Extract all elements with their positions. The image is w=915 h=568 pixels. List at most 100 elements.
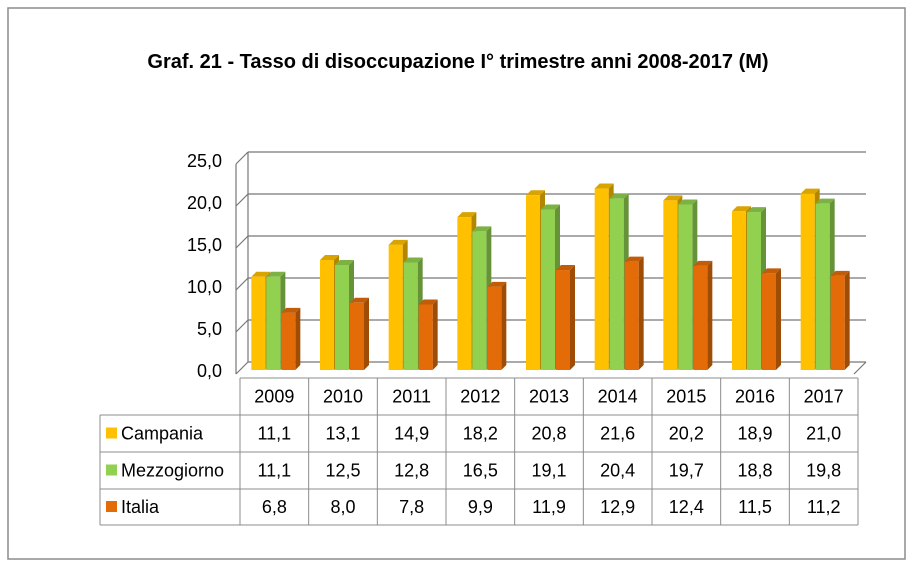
bar [281, 307, 301, 370]
bar-top [732, 206, 751, 212]
bar [624, 256, 644, 370]
y-tick-label: 10,0 [187, 277, 222, 297]
bar-side [707, 260, 713, 370]
table-value: 18,8 [737, 460, 772, 480]
table-value: 14,9 [394, 423, 429, 443]
y-tick-label: 20,0 [187, 193, 222, 213]
table-value: 20,8 [531, 423, 566, 443]
grid-line-side [235, 277, 249, 291]
table-value: 11,9 [532, 497, 566, 517]
table-value: 19,8 [806, 460, 841, 480]
bar-top [556, 265, 575, 271]
grid-line-side [235, 319, 249, 333]
legend-label: Mezzogiorno [121, 460, 224, 480]
bar-front [541, 209, 555, 370]
bar [350, 297, 369, 370]
bar-top [472, 226, 492, 232]
x-tick-label: 2010 [323, 386, 363, 406]
legend-marker [106, 427, 117, 439]
x-tick-label: 2009 [254, 386, 294, 406]
table-value: 19,1 [531, 460, 566, 480]
bar-top [335, 260, 354, 265]
bar-front [815, 203, 830, 370]
x-tick-label: 2012 [460, 386, 500, 406]
table-value: 11,1 [257, 423, 291, 443]
bar-front [487, 286, 502, 370]
bar-top [251, 271, 271, 277]
table-value: 21,0 [806, 423, 841, 443]
table-value: 9,9 [468, 497, 493, 517]
bar-front [388, 244, 403, 370]
bar-front [732, 211, 746, 370]
bar-top [457, 212, 477, 218]
bar-front [663, 200, 678, 370]
bar-side [432, 299, 438, 370]
bar-front [594, 188, 609, 370]
x-tick-label: 2016 [735, 386, 775, 406]
table-value: 12,5 [325, 460, 360, 480]
bar-top [388, 239, 408, 245]
bar-front [335, 265, 349, 370]
legend-label: Italia [121, 497, 160, 517]
table-value: 11,1 [257, 460, 291, 480]
bar-front [678, 204, 693, 370]
table-value: 11,2 [807, 497, 841, 517]
bar-front [762, 273, 776, 370]
bar-top [266, 271, 286, 277]
bar-front [266, 276, 281, 370]
bar-front [403, 262, 418, 370]
bar-top [594, 183, 614, 189]
table-value: 18,2 [463, 423, 498, 443]
table-value: 16,5 [463, 460, 498, 480]
table-value: 7,8 [399, 497, 424, 517]
bar-top [350, 297, 369, 303]
table-value: 12,4 [669, 497, 704, 517]
table-value: 8,0 [330, 497, 355, 517]
y-tick-label: 15,0 [187, 235, 222, 255]
bar-top [624, 256, 644, 262]
bar-side [844, 270, 850, 370]
bar-front [693, 265, 708, 370]
table-value: 12,9 [600, 497, 635, 517]
bar-top [418, 299, 438, 305]
bar-front [281, 312, 296, 370]
bar-front [830, 275, 845, 370]
bar-front [747, 212, 761, 370]
chart-title: Graf. 21 - Tasso di disoccupazione I° tr… [147, 51, 769, 73]
bar-top [663, 195, 683, 201]
x-tick-label: 2015 [666, 386, 706, 406]
bar-top [526, 190, 545, 196]
grid-line-side [235, 361, 249, 375]
bar-front [800, 193, 815, 370]
legend-marker [106, 501, 117, 512]
bar-top [747, 207, 766, 213]
bar-side [364, 297, 369, 370]
bar-side [776, 268, 781, 370]
bar-front [526, 195, 540, 370]
bar-top [678, 199, 698, 205]
y-tick-label: 5,0 [197, 319, 222, 339]
table-value: 12,8 [394, 460, 429, 480]
bar [418, 299, 438, 370]
bar [487, 281, 507, 370]
x-tick-label: 2014 [598, 386, 638, 406]
bar-top [487, 281, 507, 287]
table-value: 21,6 [600, 423, 635, 443]
legend-marker [106, 464, 117, 476]
bar-top [815, 198, 835, 204]
bar [693, 260, 713, 370]
grid-line-side [235, 151, 249, 165]
table-value: 19,7 [669, 460, 704, 480]
table-value: 20,2 [669, 423, 704, 443]
bar-front [624, 261, 639, 370]
table-value: 20,4 [600, 460, 635, 480]
y-tick-label: 25,0 [187, 151, 222, 171]
bar-top [830, 270, 850, 276]
bar-front [418, 304, 433, 370]
y-tick-label: 0,0 [197, 361, 222, 381]
bar-top [281, 307, 301, 313]
bar-side [295, 307, 301, 370]
bar-top [762, 268, 781, 274]
